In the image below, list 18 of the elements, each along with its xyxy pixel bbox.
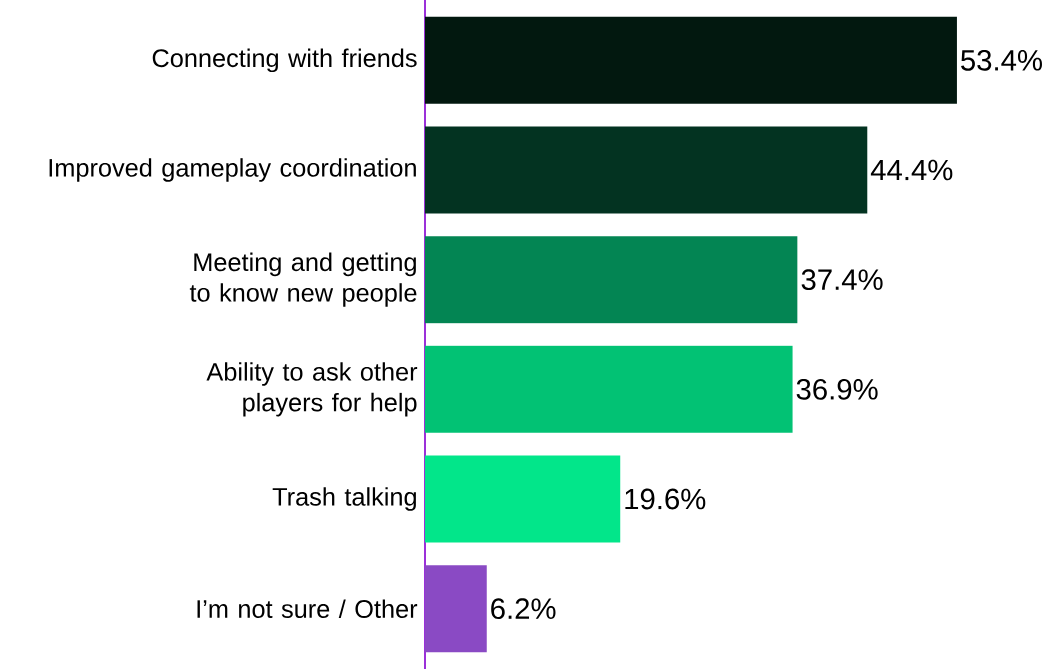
data-label: 44.4% [870, 159, 953, 181]
bar [425, 565, 487, 653]
data-label: 19.6% [625, 488, 706, 510]
bar [425, 345, 793, 433]
data-label: 37.4% [801, 269, 883, 291]
bar [425, 126, 868, 214]
data-label: 53.4% [961, 49, 1042, 71]
y-tick-label: Meeting and getting to know new people [189, 252, 417, 307]
bar [425, 236, 798, 324]
y-tick-label: I’m not sure / Other [197, 599, 418, 618]
y-tick-label: Trash talking [272, 487, 416, 511]
bar [425, 455, 621, 543]
y-tick-label: Ability to ask other players for help [206, 362, 418, 417]
data-label: 36.9% [796, 378, 878, 400]
y-tick-label: Improved gameplay coordination [49, 158, 416, 182]
data-label: 6.2% [491, 598, 556, 620]
y-tick-label: Connecting with friends [152, 48, 417, 73]
bar [425, 16, 957, 104]
